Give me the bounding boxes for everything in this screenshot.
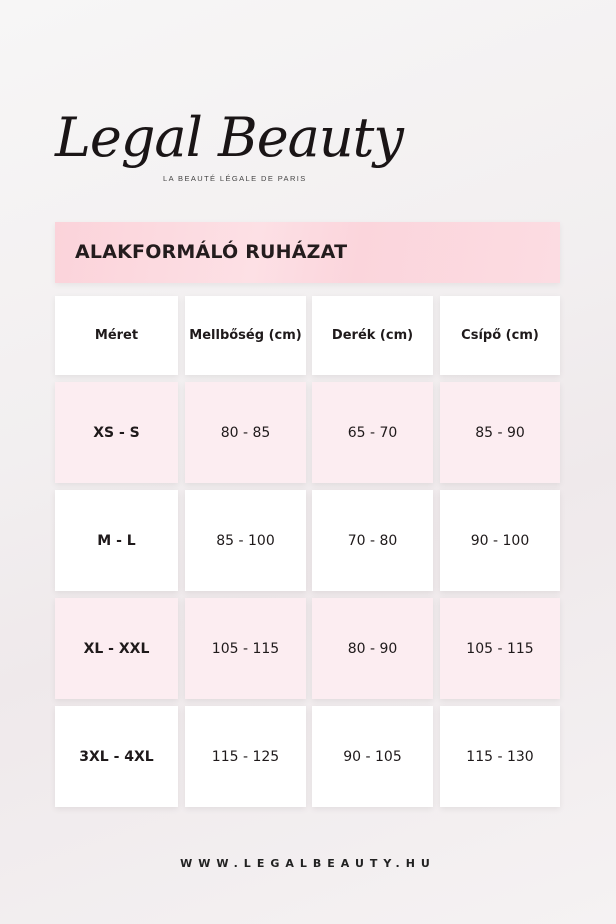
measurement-cell: 80 - 85 bbox=[185, 382, 306, 483]
measurement-cell: 85 - 100 bbox=[185, 490, 306, 591]
size-label-cell: XS - S bbox=[55, 382, 178, 483]
measurement-cell: 115 - 125 bbox=[185, 706, 306, 807]
size-label-cell: XL - XXL bbox=[55, 598, 178, 699]
measurement-cell: 90 - 105 bbox=[312, 706, 433, 807]
measurement-cell: 85 - 90 bbox=[440, 382, 560, 483]
logo-script: Legal Beauty bbox=[55, 106, 404, 169]
logo-tagline: LA BEAUTÉ LÉGALE DE PARIS bbox=[163, 174, 307, 183]
brand-logo: Legal Beauty LA BEAUTÉ LÉGALE DE PARIS bbox=[55, 106, 404, 190]
measurement-cell: 105 - 115 bbox=[185, 598, 306, 699]
measurement-cell: 90 - 100 bbox=[440, 490, 560, 591]
measurement-cell: 105 - 115 bbox=[440, 598, 560, 699]
column-header: Derék (cm) bbox=[312, 296, 433, 375]
website-url: WWW.LEGALBEAUTY.HU bbox=[180, 857, 436, 870]
column-header: Méret bbox=[55, 296, 178, 375]
size-label-cell: 3XL - 4XL bbox=[55, 706, 178, 807]
column-header: Csípő (cm) bbox=[440, 296, 560, 375]
title-bar: ALAKFORMÁLÓ RUHÁZAT bbox=[55, 222, 560, 283]
measurement-cell: 115 - 130 bbox=[440, 706, 560, 807]
measurement-cell: 65 - 70 bbox=[312, 382, 433, 483]
measurement-cell: 80 - 90 bbox=[312, 598, 433, 699]
measurement-cell: 70 - 80 bbox=[312, 490, 433, 591]
column-header: Mellbőség (cm) bbox=[185, 296, 306, 375]
size-label-cell: M - L bbox=[55, 490, 178, 591]
page-title: ALAKFORMÁLÓ RUHÁZAT bbox=[75, 241, 348, 263]
